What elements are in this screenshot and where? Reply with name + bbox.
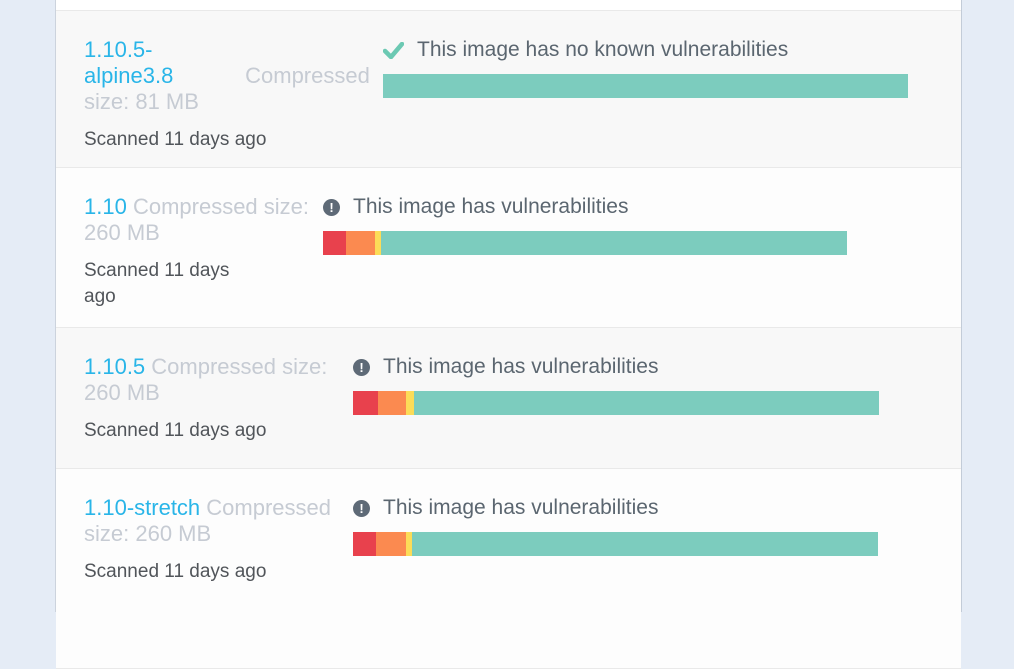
tag-title-line: 1.10.5-alpine3.8 Compressed size: 81 MB [84,37,383,115]
tag-info-column: 1.10-stretch Compressed size: 260 MB Sca… [84,495,353,668]
scan-status: This image has no known vulnerabilities [383,37,933,63]
tag-row: 1.10 Compressed size: 260 MB Scanned 11 … [56,168,961,328]
scan-status: This image has vulnerabilities [353,354,933,380]
bar-segment-medium [375,231,381,255]
tag-info-column: 1.10.5 Compressed size: 260 MB Scanned 1… [84,354,353,468]
vulnerability-bar[interactable] [353,532,933,556]
tag-link[interactable]: 1.10.5-alpine3.8 [84,37,174,88]
tag-row: 1.10-stretch Compressed size: 260 MB Sca… [56,469,961,669]
status-text: This image has no known vulnerabilities [417,38,789,61]
check-icon [383,41,404,59]
tag-info-column: 1.10.5-alpine3.8 Compressed size: 81 MB … [84,37,383,167]
bar-segment-high [378,391,406,415]
tag-title-line: 1.10.5 Compressed size: 260 MB [84,354,353,406]
tag-title-line: 1.10 Compressed size: 260 MB [84,194,323,246]
compressed-size-label: Compressed size: 260 MB [84,194,310,245]
status-text: This image has vulnerabilities [383,496,659,519]
scan-result-column: This image has vulnerabilities [323,194,933,327]
scan-result-column: This image has no known vulnerabilities [383,37,933,167]
vulnerability-bar[interactable] [353,391,933,415]
tag-list-panel: 1.10.5-alpine3.8 Compressed size: 81 MB … [55,0,962,669]
exclamation-icon [353,499,370,517]
bar-segment-critical [353,391,378,415]
scanned-label: Scanned 11 days ago [84,420,267,441]
vulnerability-bar[interactable] [323,231,933,255]
tag-row: 1.10.5-alpine3.8 Compressed size: 81 MB … [56,11,961,168]
scan-status: This image has vulnerabilities [353,495,933,521]
status-text: This image has vulnerabilities [383,355,659,378]
scanned-label: Scanned 11 days ago [84,260,230,307]
bar-segment-medium [406,532,412,556]
compressed-size-label: Compressed size: 260 MB [84,354,328,405]
bar-segment-clean [414,391,879,415]
scanned-label: Scanned 11 days ago [84,129,267,150]
compressed-size-label: Compressed size: 260 MB [84,495,332,546]
bar-segment-critical [323,231,346,255]
tag-link[interactable]: 1.10-stretch [84,495,201,520]
exclamation-icon [323,198,340,216]
tag-title-line: 1.10-stretch Compressed size: 260 MB [84,495,353,547]
status-text: This image has vulnerabilities [353,195,629,218]
bar-segment-clean [383,74,908,98]
tag-link[interactable]: 1.10 [84,194,127,219]
exclamation-icon [353,358,370,376]
bar-segment-high [346,231,375,255]
tag-link[interactable]: 1.10.5 [84,354,146,379]
scan-status: This image has vulnerabilities [323,194,933,220]
bar-segment-critical [353,532,376,556]
bar-segment-clean [381,231,847,255]
vulnerability-bar[interactable] [383,74,933,98]
bar-segment-high [376,532,406,556]
bar-segment-clean [412,532,878,556]
bar-segment-medium [406,391,414,415]
scanned-label: Scanned 11 days ago [84,561,267,582]
compressed-size-label: Compressed size: 81 MB [84,63,370,114]
scan-result-column: This image has vulnerabilities [353,495,933,668]
list-top-strip [56,0,961,11]
tag-row: 1.10.5 Compressed size: 260 MB Scanned 1… [56,328,961,469]
scan-result-column: This image has vulnerabilities [353,354,933,468]
tag-info-column: 1.10 Compressed size: 260 MB Scanned 11 … [84,194,323,327]
